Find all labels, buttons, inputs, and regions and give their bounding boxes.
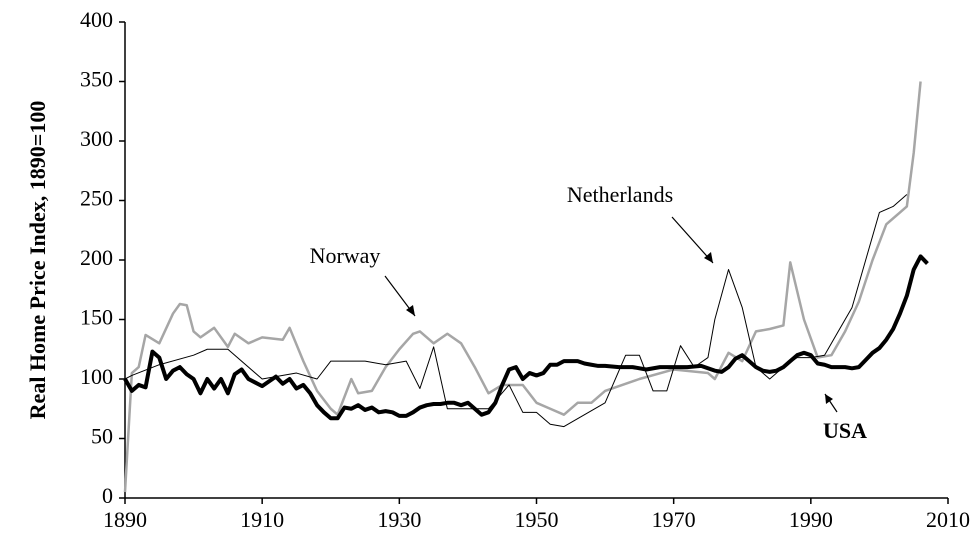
y-tick-label: 300 xyxy=(80,126,113,151)
y-tick-label: 150 xyxy=(80,305,113,330)
series-label: Netherlands xyxy=(567,182,673,207)
series-label: USA xyxy=(823,418,867,443)
arrow-head xyxy=(406,305,415,316)
y-tick-label: 400 xyxy=(80,7,113,32)
x-tick-label: 1910 xyxy=(240,507,284,532)
y-tick-label: 100 xyxy=(80,364,113,389)
line-series xyxy=(124,194,908,428)
x-tick-label: 1890 xyxy=(103,507,147,532)
y-tick-label: 200 xyxy=(80,245,113,270)
y-axis-label: Real Home Price Index, 1890=100 xyxy=(25,101,50,420)
x-tick-label: 2010 xyxy=(926,507,970,532)
series-label: Norway xyxy=(310,243,381,268)
y-tick-label: 250 xyxy=(80,186,113,211)
annotations xyxy=(384,216,838,413)
arrow-head xyxy=(825,394,833,404)
x-tick-label: 1950 xyxy=(515,507,559,532)
y-tick-label: 50 xyxy=(91,424,113,449)
annotation-arrow xyxy=(671,216,714,264)
line-series xyxy=(123,81,922,493)
x-tick-label: 1970 xyxy=(652,507,696,532)
y-tick-label: 0 xyxy=(102,483,113,508)
line-series xyxy=(123,254,929,421)
x-tick-label: 1990 xyxy=(789,507,833,532)
arrow-head xyxy=(704,252,713,263)
x-tick-label: 1930 xyxy=(377,507,421,532)
y-tick-label: 350 xyxy=(80,67,113,92)
